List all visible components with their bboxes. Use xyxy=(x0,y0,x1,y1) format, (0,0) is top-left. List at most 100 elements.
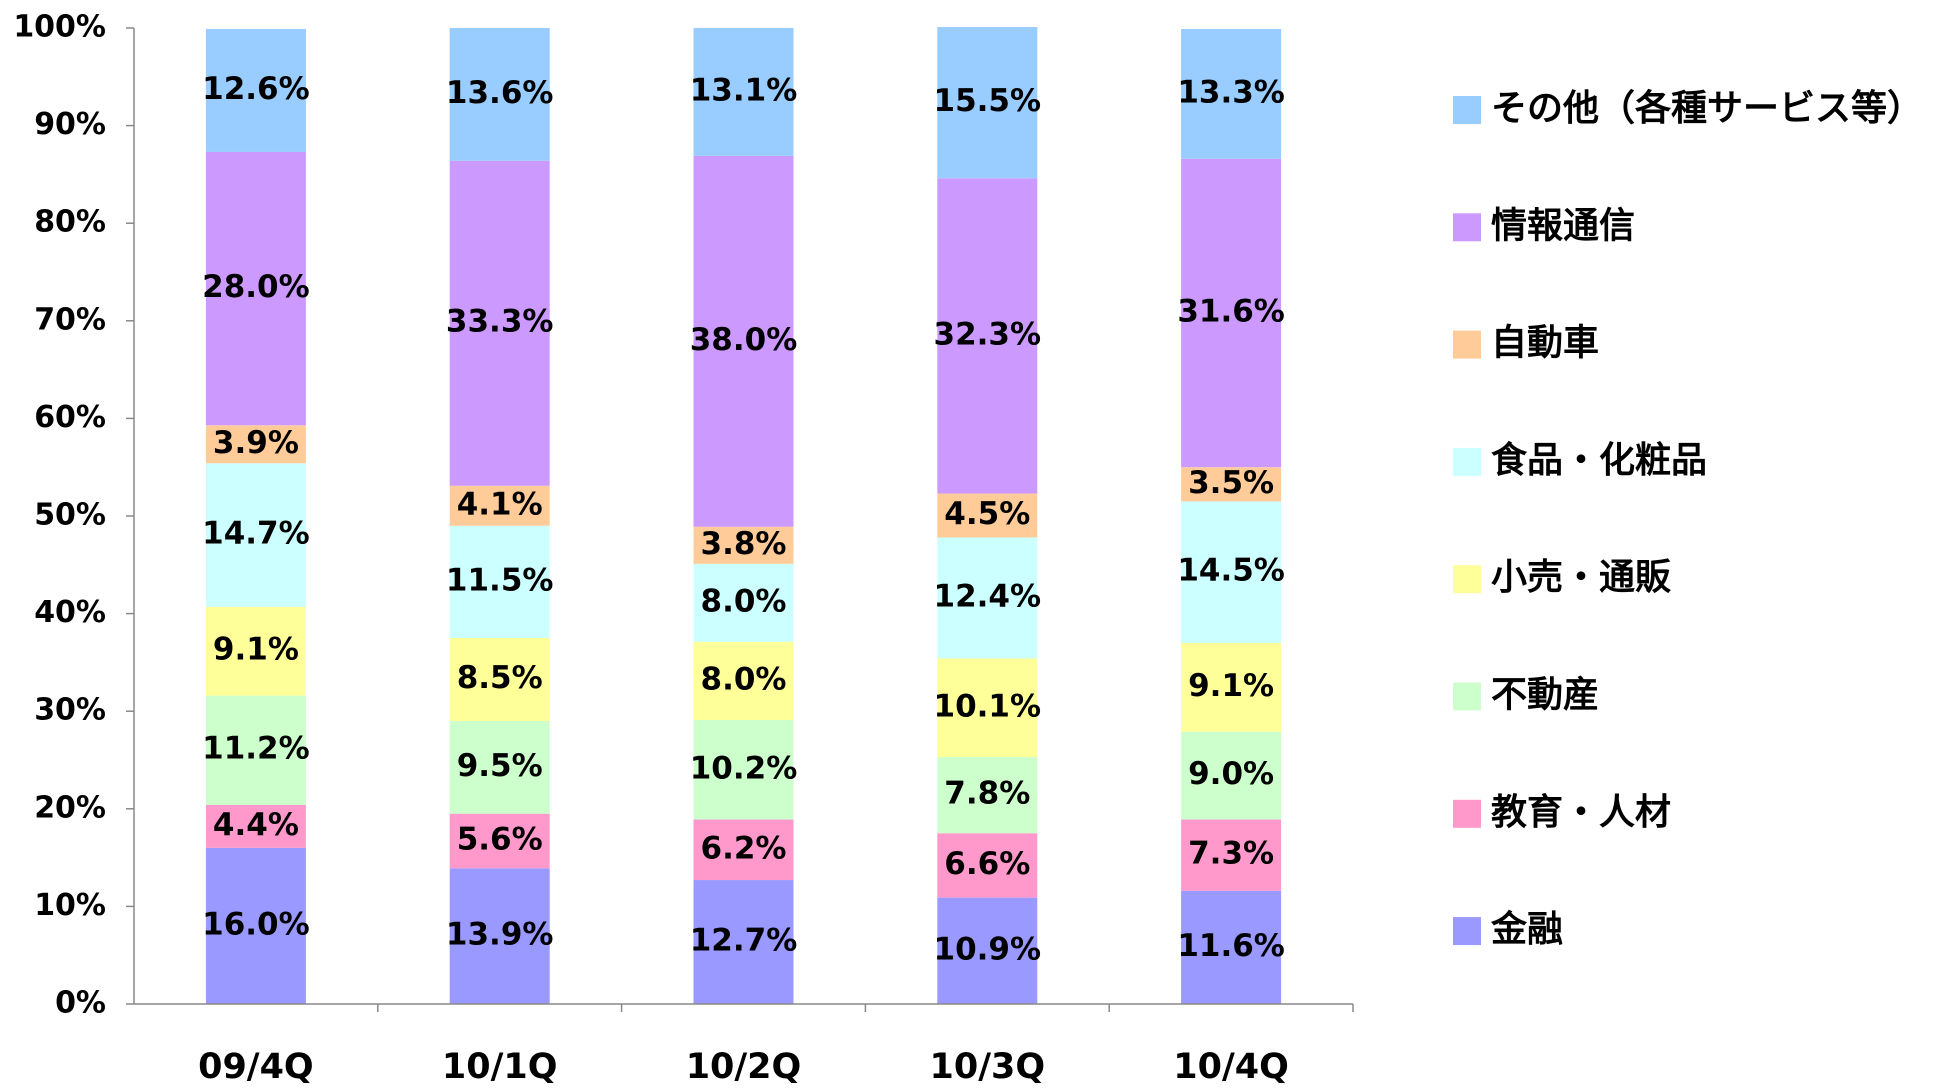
bar-segment xyxy=(449,720,550,814)
value-label: 8.0% xyxy=(701,661,787,697)
bar-segment xyxy=(1181,501,1282,643)
bar-segment xyxy=(937,178,1038,494)
value-label: 6.6% xyxy=(944,846,1030,882)
bar-segment xyxy=(1181,158,1282,468)
y-tick-label: 50% xyxy=(34,498,106,533)
bar-segment xyxy=(937,833,1038,898)
bar-segment xyxy=(1181,731,1282,820)
bar-segment xyxy=(205,425,306,464)
bar-segment xyxy=(205,695,306,805)
bar-segment xyxy=(449,813,550,869)
bar-segment xyxy=(1181,819,1282,891)
value-label: 4.1% xyxy=(457,486,543,522)
legend-swatch xyxy=(1453,682,1481,711)
bar-segment xyxy=(205,804,306,848)
bar-segment xyxy=(449,28,550,161)
value-label: 5.6% xyxy=(457,822,543,858)
legend-swatch xyxy=(1453,565,1481,594)
x-tick-label: 10/2Q xyxy=(686,1047,802,1086)
value-label: 9.1% xyxy=(213,632,299,668)
bar-segment xyxy=(693,641,794,720)
value-label: 14.7% xyxy=(202,516,310,552)
legend-swatch xyxy=(1453,917,1481,946)
value-label: 13.6% xyxy=(446,75,554,111)
y-tick-label: 70% xyxy=(34,302,106,337)
y-tick-label: 0% xyxy=(55,986,106,1021)
legend-label: 自動車 xyxy=(1491,323,1599,364)
value-label: 9.1% xyxy=(1188,668,1274,704)
bar-segment xyxy=(1181,467,1282,502)
bar-segment xyxy=(205,151,306,426)
value-label: 3.8% xyxy=(701,526,787,562)
value-label: 8.5% xyxy=(457,660,543,696)
bar-segment xyxy=(937,537,1038,659)
y-tick-label: 40% xyxy=(34,595,106,630)
value-label: 13.3% xyxy=(1177,74,1285,110)
value-label: 10.1% xyxy=(934,688,1042,724)
value-label: 10.9% xyxy=(934,931,1042,967)
bar-segment xyxy=(693,28,794,156)
x-tick-label: 10/3Q xyxy=(929,1047,1045,1086)
value-label: 6.2% xyxy=(701,830,787,866)
bar-segment xyxy=(205,28,306,152)
y-tick-label: 60% xyxy=(34,400,106,435)
y-tick-label: 10% xyxy=(34,888,106,923)
bar-segment xyxy=(937,27,1038,179)
bar-segment xyxy=(693,719,794,820)
bar-segment xyxy=(693,563,794,642)
bar-segment xyxy=(937,757,1038,834)
value-label: 7.8% xyxy=(944,776,1030,812)
bar-segment xyxy=(205,847,306,1004)
bar-segment xyxy=(937,658,1038,758)
legend-swatch xyxy=(1453,213,1481,242)
bar-segment xyxy=(937,897,1038,1004)
value-label: 32.3% xyxy=(934,316,1042,352)
value-label: 11.6% xyxy=(1177,928,1285,964)
y-tick-label: 90% xyxy=(34,107,106,142)
legend-label: 食品・化粧品 xyxy=(1491,440,1707,481)
bar-segment xyxy=(449,868,550,1004)
value-label: 15.5% xyxy=(934,83,1042,119)
x-tick-label: 09/4Q xyxy=(198,1047,314,1086)
value-label: 33.3% xyxy=(446,304,554,340)
value-label: 31.6% xyxy=(1177,293,1285,329)
bar-segment xyxy=(449,160,550,486)
value-label: 12.7% xyxy=(690,923,798,959)
x-tick-label: 10/4Q xyxy=(1173,1047,1289,1086)
legend-label: 不動産 xyxy=(1491,675,1599,716)
value-label: 9.5% xyxy=(457,748,543,784)
y-tick-label: 20% xyxy=(34,790,106,825)
bar-segment xyxy=(1181,642,1282,732)
legend-swatch xyxy=(1453,447,1481,476)
legend-label: 小売・通販 xyxy=(1491,557,1672,598)
bar-segment xyxy=(449,638,550,721)
bar-segment xyxy=(449,485,550,526)
value-label: 28.0% xyxy=(202,269,310,305)
bar-segment xyxy=(205,606,306,696)
bar-segment xyxy=(693,819,794,881)
y-tick-label: 100% xyxy=(13,10,106,45)
value-label: 12.6% xyxy=(202,71,310,107)
value-label: 3.5% xyxy=(1188,465,1274,501)
value-label: 11.2% xyxy=(202,731,310,767)
legend-label: 情報通信 xyxy=(1491,205,1635,246)
value-label: 16.0% xyxy=(202,906,310,942)
y-tick-label: 30% xyxy=(34,693,106,728)
bar-segment xyxy=(205,463,306,607)
value-label: 7.3% xyxy=(1188,836,1274,872)
value-label: 11.5% xyxy=(446,562,554,598)
legend-swatch xyxy=(1453,799,1481,828)
value-label: 10.2% xyxy=(690,750,798,786)
value-label: 13.1% xyxy=(690,72,798,108)
bar-segment xyxy=(693,880,794,1004)
x-tick-label: 10/1Q xyxy=(442,1047,558,1086)
bar-segment xyxy=(693,155,794,527)
bar-segment xyxy=(937,493,1038,538)
legend-label: 金融 xyxy=(1490,908,1563,950)
bar-segment xyxy=(1181,890,1282,1004)
legend-label: その他（各種サービス等） xyxy=(1491,88,1923,129)
value-label: 8.0% xyxy=(701,583,787,619)
value-label: 9.0% xyxy=(1188,756,1274,792)
value-label: 12.4% xyxy=(934,578,1042,614)
